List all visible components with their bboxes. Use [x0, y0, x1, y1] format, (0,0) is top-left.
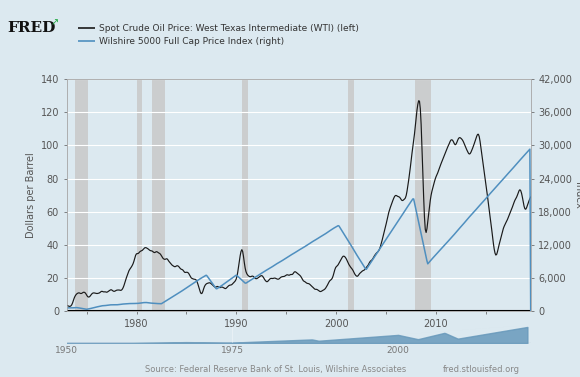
Bar	[242, 79, 248, 311]
Bar	[151, 79, 165, 311]
Bar	[415, 79, 431, 311]
Text: 1975: 1975	[221, 346, 244, 355]
Text: fred.stlouisfed.org: fred.stlouisfed.org	[443, 365, 520, 374]
Y-axis label: Dollars per Barrel: Dollars per Barrel	[27, 152, 37, 238]
Text: 2000: 2000	[387, 346, 409, 355]
Bar	[136, 79, 142, 311]
Y-axis label: Index: Index	[573, 182, 580, 208]
Bar	[348, 79, 354, 311]
Text: FRED: FRED	[7, 21, 55, 35]
Text: 1950: 1950	[55, 346, 78, 355]
Bar	[75, 79, 88, 311]
Text: ↗: ↗	[51, 17, 59, 27]
Text: Source: Federal Reserve Bank of St. Louis, Wilshire Associates: Source: Federal Reserve Bank of St. Loui…	[145, 365, 406, 374]
Text: Wilshire 5000 Full Cap Price Index (right): Wilshire 5000 Full Cap Price Index (righ…	[99, 37, 284, 46]
Text: Spot Crude Oil Price: West Texas Intermediate (WTI) (left): Spot Crude Oil Price: West Texas Interme…	[99, 24, 359, 33]
